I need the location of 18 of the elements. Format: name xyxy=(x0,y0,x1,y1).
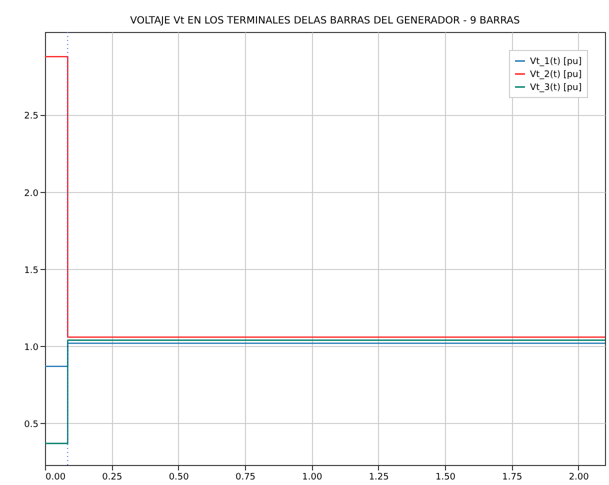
y-tick-label: 2.0 xyxy=(24,188,39,199)
x-tick-label: 0.50 xyxy=(168,472,190,482)
x-tick-label: 1.00 xyxy=(302,472,322,482)
x-tick-label: 2.00 xyxy=(568,472,590,482)
x-tick-label: 0.00 xyxy=(46,472,66,482)
y-tick-label: 0.5 xyxy=(24,420,38,430)
legend-label: Vt_3(t) [pu] xyxy=(530,83,582,93)
y-tick-label: 1.0 xyxy=(24,342,39,353)
legend-label: Vt_1(t) [pu] xyxy=(530,57,582,67)
x-tick-label: 0.25 xyxy=(102,472,122,482)
y-tick-label: 2.5 xyxy=(24,112,38,122)
legend-label: Vt_2(t) [pu] xyxy=(530,70,582,80)
chart-title: VOLTAJE Vt EN LOS TERMINALES DELAS BARRAS DEL GENERADOR - 9 BARRAS xyxy=(130,16,520,26)
x-tick-label: 1.25 xyxy=(368,472,389,482)
x-tick-label: 0.75 xyxy=(235,472,256,482)
x-tick-label: 1.75 xyxy=(502,472,522,482)
y-tick-label: 1.5 xyxy=(24,266,38,276)
x-tick-label: 1.50 xyxy=(435,472,456,482)
